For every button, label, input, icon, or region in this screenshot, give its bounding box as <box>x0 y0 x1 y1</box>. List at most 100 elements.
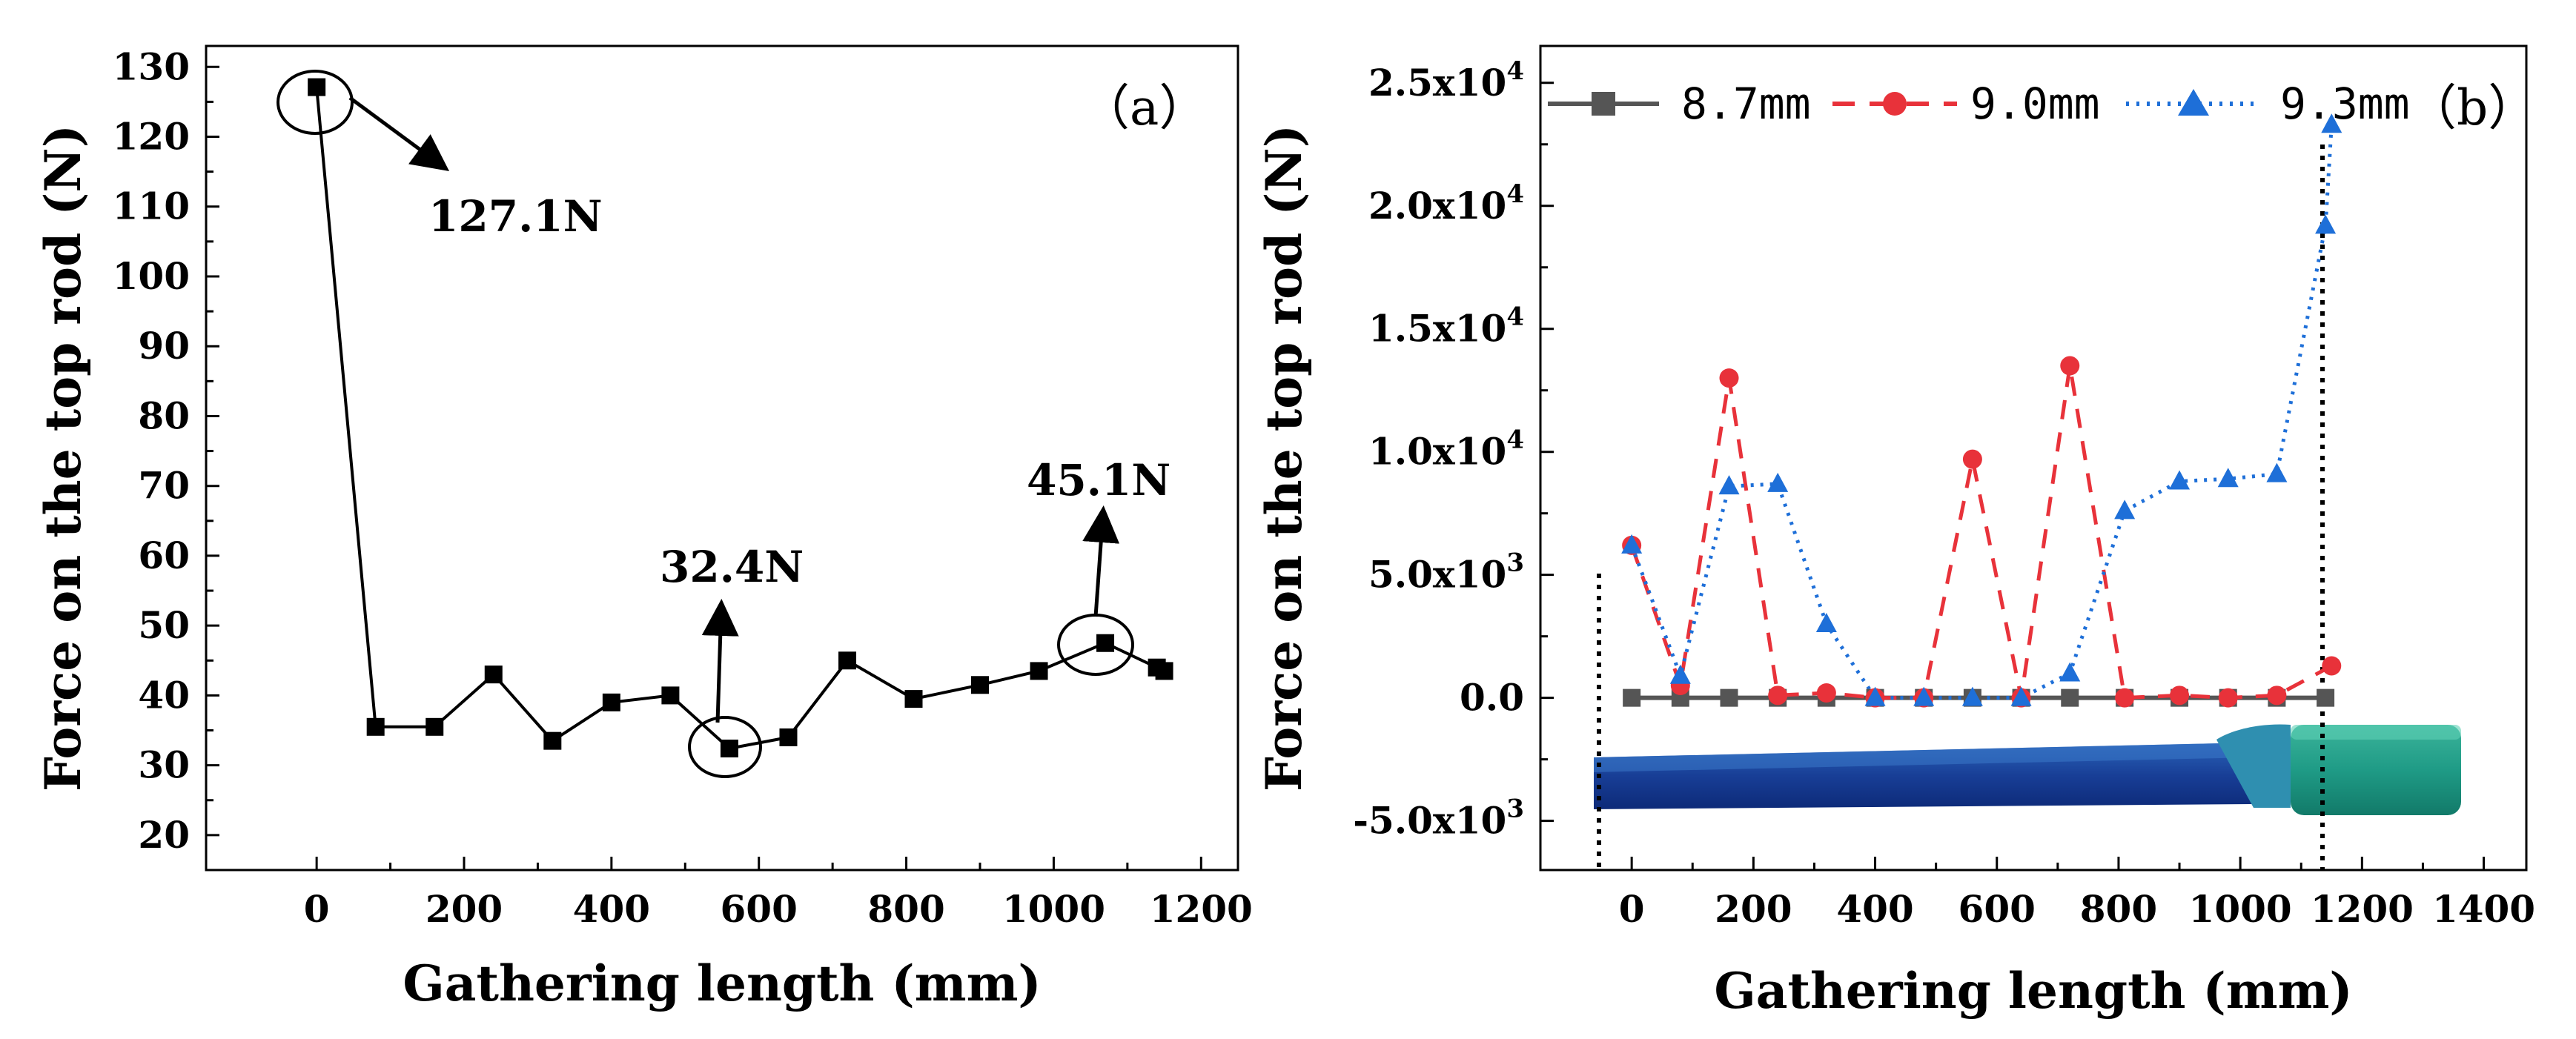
data-point-9.3mm <box>2169 470 2191 490</box>
y-tick-label: 2.5x104 <box>1368 56 1524 104</box>
data-point-force <box>904 690 923 708</box>
y-tick-label: 110 <box>113 185 190 228</box>
data-point-9.3mm <box>1767 472 1789 492</box>
y-tick-label: 20 <box>138 813 190 857</box>
y-tick-label: 120 <box>113 115 190 159</box>
data-point-9.3mm <box>1864 686 1886 706</box>
y-axis-title-b: Force on the top rod (N) <box>1255 125 1313 791</box>
panel-label-b: （b） <box>2408 79 2537 136</box>
x-axis-b: 0 200 400 600 800 1000 1200 1400 <box>1619 857 2535 931</box>
data-point-force <box>484 665 503 684</box>
plot-frame-a <box>205 44 1239 872</box>
highlight-circle-127 <box>277 70 354 135</box>
data-point-9.3mm <box>2217 468 2239 488</box>
y-tick-exponent: 4 <box>1506 179 1524 209</box>
data-point-force <box>779 728 798 746</box>
y-axis-a: 20 30 40 50 60 70 80 90 100 110 120 130 <box>113 44 219 857</box>
data-point-9.3mm <box>1718 475 1740 495</box>
data-point-9.0mm <box>2170 686 2190 706</box>
series-line-9.0mm <box>1629 365 2333 700</box>
panel-a: 0 200 400 600 800 1000 1200 20 30 40 50 60 70 80 90 10… <box>34 44 1253 1012</box>
annotation-label-45: 45.1N <box>1027 455 1171 505</box>
y-axis-b: -5.0x1030.05.0x1031.0x1041.5x1042.0x1042… <box>1353 56 1554 843</box>
panel-b: 0 200 400 600 800 1000 1200 1400 -5.0x1030.05.0… <box>1255 44 2537 1020</box>
data-point-force <box>602 693 620 711</box>
data-point-force <box>838 651 857 670</box>
data-point-9.3mm <box>2315 214 2337 234</box>
data-point-9.3mm <box>2059 662 2081 682</box>
y-tick-label: -5.0x103 <box>1353 794 1524 843</box>
y-tick-label: 1.0x104 <box>1368 425 1524 474</box>
x-tick-label: 600 <box>1959 887 2036 931</box>
data-point-9.0mm <box>2060 356 2080 376</box>
data-point-9.3mm <box>2010 686 2032 706</box>
annotation-label-32: 32.4N <box>660 542 804 592</box>
data-point-9.0mm <box>2115 688 2135 708</box>
highlight-circle-45 <box>1057 614 1134 676</box>
x-axis-a: 0 200 400 600 800 1000 1200 <box>304 857 1253 931</box>
y-tick-exponent: 4 <box>1506 425 1524 455</box>
data-point-9.0mm <box>1768 686 1788 706</box>
annotation-label-127: 127.1N <box>428 191 603 242</box>
data-point-9.3mm <box>1961 686 1983 706</box>
data-point-9.0mm <box>2218 688 2238 708</box>
data-point-force <box>1096 634 1115 652</box>
x-tick-label: 1200 <box>2311 887 2414 931</box>
series-lines-b <box>1629 125 2334 700</box>
annotation-arrow-127 <box>348 96 450 171</box>
y-tick-exponent: 4 <box>1506 302 1524 332</box>
data-point-8.7mm <box>1720 688 1738 707</box>
y-tick-label: 5.0x103 <box>1368 548 1524 597</box>
y-tick-label: 80 <box>138 394 190 437</box>
x-tick-label: 200 <box>1715 887 1792 931</box>
x-tick-label: 600 <box>721 887 798 931</box>
y-tick-label: 1.5x104 <box>1368 302 1524 351</box>
data-point-force <box>971 676 989 694</box>
annotations-a: 127.1N 32.4N 45.1N <box>277 70 1171 778</box>
series-points-a <box>308 78 1173 758</box>
y-tick-exponent: 4 <box>1506 56 1524 86</box>
data-point-9.3mm <box>1815 613 1837 633</box>
y-tick-label: 130 <box>113 44 190 88</box>
x-tick-label: 400 <box>1836 887 1913 931</box>
legend-label-8.7mm: 8.7mm <box>1681 79 1811 129</box>
y-tick-label: 40 <box>138 673 190 717</box>
annotation-arrow-32 <box>701 599 739 723</box>
series-line-force <box>315 87 1165 751</box>
y-tick-label: 100 <box>113 254 190 298</box>
y-tick-mantissa: 2.5x10 <box>1368 61 1506 104</box>
y-axis-title-a: Force on the top rod (N) <box>34 125 92 791</box>
x-tick-label: 1000 <box>2189 887 2292 931</box>
data-point-force <box>308 78 326 96</box>
y-tick-mantissa: -5.0x10 <box>1353 799 1506 843</box>
data-point-9.3mm <box>1913 686 1935 706</box>
data-point-9.0mm <box>1719 368 1739 388</box>
y-tick-mantissa: 2.0x10 <box>1368 184 1506 228</box>
y-tick-exponent: 3 <box>1506 548 1524 578</box>
y-tick-exponent: 3 <box>1506 794 1524 824</box>
annotation-arrow-45 <box>1082 505 1120 617</box>
y-tick-label: 50 <box>138 603 190 647</box>
legend-b: 8.7mm 9.0mm 9.3mm <box>1548 79 2410 129</box>
data-point-8.7mm <box>1623 688 1641 707</box>
data-point-force <box>543 731 562 750</box>
y-tick-mantissa: 1.0x10 <box>1368 430 1506 474</box>
x-tick-label: 1200 <box>1150 887 1253 931</box>
highlight-circle-32 <box>688 716 762 778</box>
y-tick-label: 0.0 <box>1460 676 1524 720</box>
x-tick-label: 400 <box>573 887 650 931</box>
data-point-9.3mm <box>2114 499 2136 520</box>
y-tick-label: 70 <box>138 464 190 508</box>
y-tick-mantissa: 5.0x10 <box>1368 553 1506 597</box>
data-point-8.7mm <box>2317 688 2335 707</box>
legend-item-9.0mm: 9.0mm <box>1832 79 2100 129</box>
x-tick-label: 800 <box>2080 887 2157 931</box>
x-axis-title-b: Gathering length (mm) <box>1714 962 2352 1020</box>
data-point-force <box>1155 662 1173 680</box>
legend-item-8.7mm: 8.7mm <box>1548 79 1811 129</box>
data-point-9.0mm <box>2267 686 2287 706</box>
plot-frame-b <box>1539 44 2528 872</box>
legend-label-9.3mm: 9.3mm <box>2280 79 2410 129</box>
data-point-9.0mm <box>1816 683 1836 703</box>
data-point-force <box>366 717 385 736</box>
